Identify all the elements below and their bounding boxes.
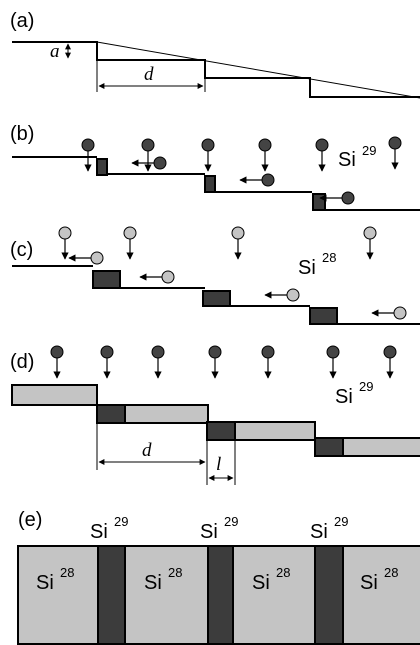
si28-block	[124, 545, 209, 645]
si29-stripe	[206, 421, 236, 441]
adatom	[258, 138, 272, 152]
panel-c: (c) Si 28	[10, 226, 420, 325]
adatom	[161, 270, 175, 284]
panel-b: (b) Si 29	[10, 123, 420, 211]
panel-d: (d) Si 29 d l	[10, 345, 420, 485]
dimension-label: d	[144, 64, 154, 85]
stripe	[96, 158, 108, 176]
dimension-label: a	[50, 41, 60, 62]
isotope: 28	[276, 565, 290, 580]
element: Si	[252, 572, 270, 594]
element: Si	[335, 386, 353, 408]
element: Si	[338, 149, 356, 171]
panel-label: (d)	[10, 351, 34, 373]
isotope: 29	[359, 379, 373, 394]
panel-label: (a)	[10, 10, 34, 32]
element: Si	[360, 572, 378, 594]
si29-block	[314, 545, 344, 645]
adatom	[286, 288, 300, 302]
element: Si	[298, 257, 316, 279]
isotope: 28	[384, 565, 398, 580]
adatom	[58, 226, 72, 240]
adatom	[201, 138, 215, 152]
adatom	[208, 345, 222, 359]
panel-label: (c)	[10, 239, 33, 261]
adatom	[153, 156, 167, 170]
slope-line	[96, 41, 420, 99]
adatom	[151, 345, 165, 359]
adatom	[90, 251, 104, 265]
dimension-label: d	[142, 440, 152, 461]
isotope: 29	[114, 514, 128, 529]
si28-stripe	[234, 421, 316, 441]
si28-stripe	[124, 404, 209, 424]
terraces	[12, 156, 420, 211]
panel-label: (b)	[10, 123, 34, 145]
isotope: 28	[168, 565, 182, 580]
si29-block	[207, 545, 234, 645]
adatom	[261, 173, 275, 187]
panel-a: (a) a d	[10, 10, 420, 99]
adatom	[326, 345, 340, 359]
stripe	[204, 175, 216, 193]
stripe	[312, 193, 326, 211]
si28-block	[342, 545, 420, 645]
element: Si	[144, 572, 162, 594]
adatom	[388, 136, 402, 150]
element: Si	[310, 521, 328, 543]
panel-e: (e) Si 29 Si 29 Si 29 Si 28 Si 28 Si 28 Si 28	[17, 509, 420, 645]
si28-block	[17, 545, 99, 645]
terraces	[12, 265, 420, 325]
si28-block	[232, 545, 316, 645]
isotope: 28	[60, 565, 74, 580]
si28-stripe	[11, 384, 98, 406]
isotope: 29	[224, 514, 238, 529]
element: Si	[200, 521, 218, 543]
element: Si	[36, 572, 54, 594]
adatom	[231, 226, 245, 240]
si29-stripe	[314, 437, 344, 457]
stripe	[92, 270, 121, 289]
adatom	[315, 138, 329, 152]
adatom	[50, 345, 64, 359]
isotope: 28	[322, 250, 336, 265]
adatom	[141, 138, 155, 152]
adatom	[363, 226, 377, 240]
adatom	[81, 138, 95, 152]
adatom	[341, 191, 355, 205]
isotope: 29	[362, 143, 376, 158]
element: Si	[90, 521, 108, 543]
stripe	[309, 307, 338, 325]
adatom	[393, 306, 407, 320]
dimension-label: l	[216, 454, 221, 475]
isotope: 29	[334, 514, 348, 529]
si29-stripe	[96, 404, 126, 424]
adatom	[100, 345, 114, 359]
step-profile	[12, 41, 420, 98]
stripe	[202, 290, 231, 307]
adatom	[123, 226, 137, 240]
si29-block	[97, 545, 126, 645]
panel-label: (e)	[18, 509, 42, 531]
si28-stripe	[342, 437, 420, 457]
adatom	[261, 345, 275, 359]
adatom	[383, 345, 397, 359]
